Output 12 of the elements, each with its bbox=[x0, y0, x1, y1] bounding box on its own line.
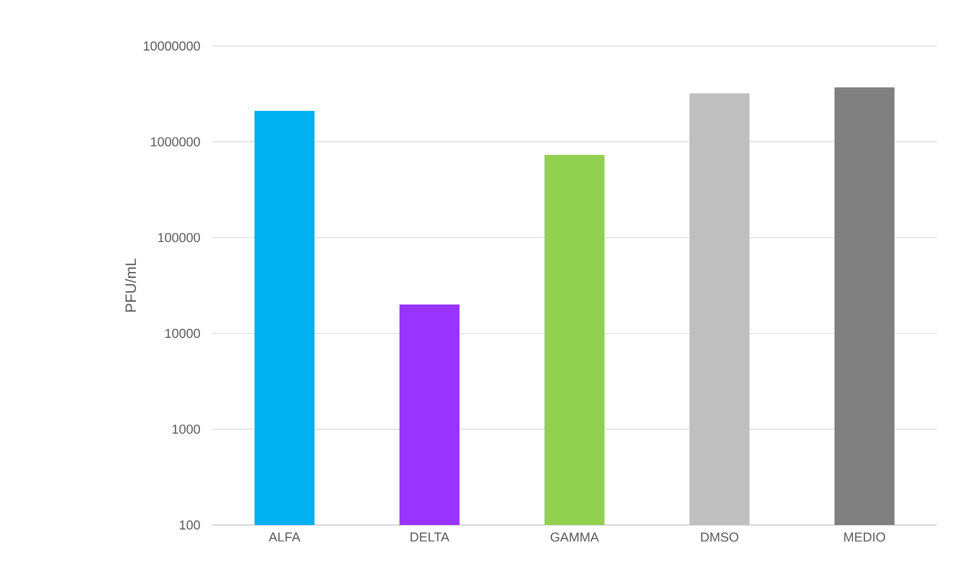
x-tick-label: DMSO bbox=[701, 532, 738, 542]
y-tick-label: 100 bbox=[180, 520, 200, 530]
y-axis-title: PFU/mL bbox=[125, 258, 136, 312]
y-tick-label: 1000000 bbox=[151, 137, 200, 146]
x-tick-label: MEDIO bbox=[844, 532, 886, 542]
y-tick-label: 10000 bbox=[165, 328, 200, 338]
y-tick-label: 1000 bbox=[172, 424, 200, 434]
y-tick-label: 10000000 bbox=[144, 41, 200, 51]
x-tick-label: GAMMA bbox=[550, 532, 599, 542]
x-tick-label: ALFA bbox=[268, 532, 300, 542]
x-tick-label: DELTA bbox=[410, 532, 450, 542]
y-tick-label: 100000 bbox=[158, 233, 200, 242]
